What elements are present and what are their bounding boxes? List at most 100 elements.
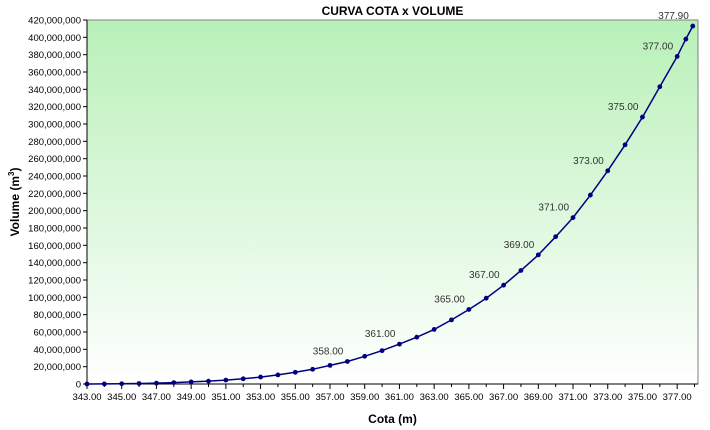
data-point xyxy=(683,36,689,42)
y-axis: 0 20,000,000 40,000,000 60,000,000 80,000,00… xyxy=(28,16,88,391)
y-tick-label: 160,000,000 xyxy=(28,241,81,252)
y-tick-label: 40,000,000 xyxy=(33,345,81,356)
data-point xyxy=(84,381,90,387)
y-axis-label-superscript: 3 xyxy=(7,171,16,176)
data-point xyxy=(535,252,541,258)
x-axis-label: Cota (m) xyxy=(368,412,417,426)
data-point xyxy=(570,215,576,221)
svg-text:Volume (m3): Volume (m3) xyxy=(7,168,22,237)
data-point xyxy=(310,366,316,372)
x-tick-label: 375.00 xyxy=(628,392,657,403)
point-label: 367.00 xyxy=(469,270,500,281)
x-tick-label: 373.00 xyxy=(593,392,622,403)
data-point xyxy=(258,374,263,380)
annotations: 358.00 361.00 365.00 367.00 369.00 371.00 373.… xyxy=(313,11,689,357)
point-label: 365.00 xyxy=(434,294,465,305)
x-axis: 343.00 345.00 347.00 349.00 351.00 353.00 355.… xyxy=(72,383,698,403)
data-point xyxy=(206,378,211,384)
x-tick-label: 361.00 xyxy=(385,392,414,403)
data-point xyxy=(414,334,420,340)
point-label: 377.90 xyxy=(658,11,689,22)
y-tick-label: 240,000,000 xyxy=(28,172,81,183)
data-point xyxy=(119,381,125,387)
y-tick-label: 20,000,000 xyxy=(33,362,81,373)
y-axis-label-main: Volume (m xyxy=(8,176,22,236)
point-label: 369.00 xyxy=(504,240,535,251)
x-tick-label: 365.00 xyxy=(454,392,483,403)
y-tick-label: 100,000,000 xyxy=(28,293,81,304)
data-point xyxy=(362,353,368,359)
y-tick-label: 360,000,000 xyxy=(28,68,81,79)
data-point xyxy=(397,341,402,347)
point-label: 358.00 xyxy=(313,346,344,357)
data-point xyxy=(605,168,611,174)
point-label: 377.00 xyxy=(643,41,674,52)
data-point xyxy=(101,381,107,387)
y-tick-label: 60,000,000 xyxy=(33,328,81,339)
data-point xyxy=(188,379,194,385)
point-label: 373.00 xyxy=(573,156,604,167)
x-tick-label: 347.00 xyxy=(142,392,171,403)
x-tick-label: 353.00 xyxy=(246,392,275,403)
y-tick-label: 200,000,000 xyxy=(28,206,81,217)
y-tick-label: 220,000,000 xyxy=(28,189,81,200)
data-point xyxy=(327,362,333,368)
data-point xyxy=(657,84,663,90)
data-point xyxy=(449,317,454,323)
data-point xyxy=(674,54,680,59)
point-label: 371.00 xyxy=(538,203,569,214)
y-tick-label: 340,000,000 xyxy=(28,85,81,96)
x-tick-label: 351.00 xyxy=(211,392,240,403)
plot-area xyxy=(86,19,699,385)
y-tick-label: 140,000,000 xyxy=(28,258,81,269)
y-tick-label: 120,000,000 xyxy=(28,276,81,287)
data-point xyxy=(171,380,177,386)
y-tick-label: 280,000,000 xyxy=(28,137,81,148)
x-tick-label: 371.00 xyxy=(558,392,587,403)
y-axis-label-end: ) xyxy=(8,168,22,172)
chart-title: CURVA COTA x VOLUME xyxy=(322,4,464,18)
data-point xyxy=(501,282,506,288)
x-tick-label: 369.00 xyxy=(524,392,553,403)
y-tick-label: 320,000,000 xyxy=(28,102,81,113)
data-point xyxy=(587,192,593,198)
x-tick-label: 345.00 xyxy=(107,392,136,403)
data-point xyxy=(622,142,628,148)
data-point xyxy=(240,376,246,382)
data-point xyxy=(640,114,645,120)
data-point xyxy=(518,268,524,273)
data-point xyxy=(690,23,696,29)
x-tick-label: 363.00 xyxy=(420,392,449,403)
point-label: 375.00 xyxy=(608,102,639,113)
data-point xyxy=(275,372,281,378)
x-tick-label: 357.00 xyxy=(315,392,344,403)
data-point xyxy=(154,380,159,386)
point-label: 361.00 xyxy=(365,329,396,340)
data-point xyxy=(379,348,385,354)
data-point xyxy=(466,307,472,312)
y-tick-label: 180,000,000 xyxy=(28,224,81,235)
y-tick-label: 80,000,000 xyxy=(33,310,81,321)
x-tick-label: 343.00 xyxy=(72,392,101,403)
data-point xyxy=(483,295,489,301)
y-tick-label: 300,000,000 xyxy=(28,120,81,131)
y-tick-label: 420,000,000 xyxy=(28,16,81,27)
data-point xyxy=(431,327,437,332)
x-tick-label: 349.00 xyxy=(177,392,206,403)
y-tick-label: 0 xyxy=(76,380,81,391)
x-tick-label: 367.00 xyxy=(489,392,518,403)
y-tick-label: 400,000,000 xyxy=(28,33,81,44)
data-point xyxy=(136,381,142,386)
y-tick-label: 380,000,000 xyxy=(28,50,81,61)
data-point xyxy=(553,234,559,240)
series-group xyxy=(84,23,696,387)
data-point xyxy=(292,369,298,375)
data-point xyxy=(344,359,350,364)
data-point xyxy=(223,377,229,383)
y-axis-label: Volume (m3) xyxy=(7,168,22,237)
x-tick-label: 377.00 xyxy=(663,392,692,403)
x-tick-label: 359.00 xyxy=(350,392,379,403)
y-tick-label: 260,000,000 xyxy=(28,154,81,165)
